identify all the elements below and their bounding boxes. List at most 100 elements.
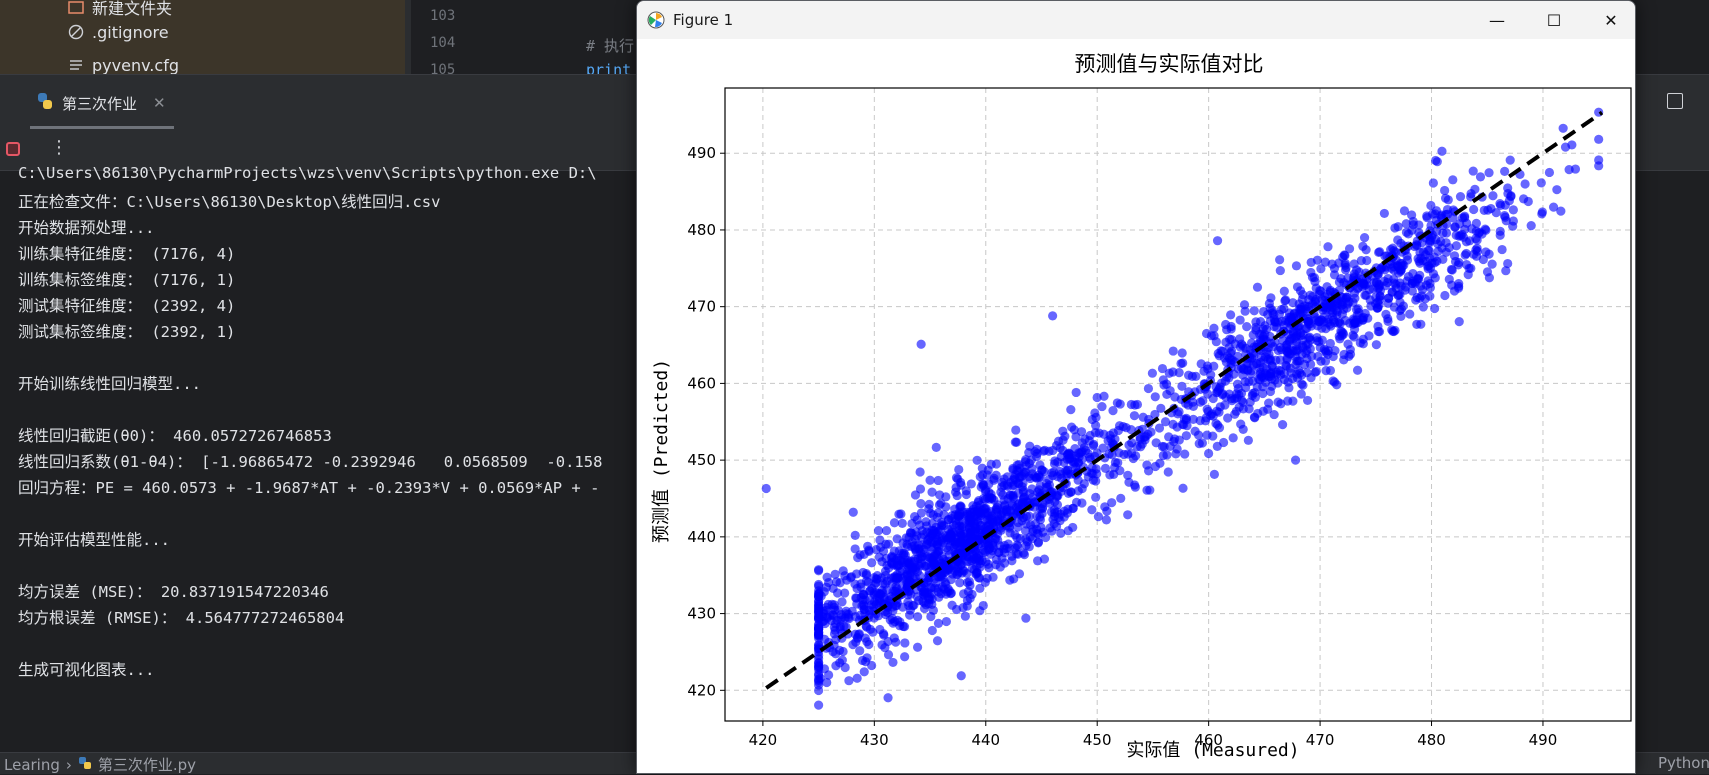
data-point bbox=[1359, 233, 1370, 243]
data-point bbox=[1298, 330, 1308, 340]
data-point bbox=[1437, 146, 1447, 156]
data-point bbox=[1258, 332, 1269, 342]
data-point bbox=[846, 572, 857, 582]
data-point bbox=[1228, 433, 1238, 443]
data-point bbox=[1155, 458, 1165, 468]
data-point bbox=[1239, 300, 1250, 310]
data-point bbox=[1035, 460, 1045, 470]
data-point bbox=[1011, 425, 1021, 435]
run-tab[interactable]: 第三次作业 ✕ bbox=[36, 92, 166, 114]
data-point bbox=[1114, 421, 1125, 431]
data-point bbox=[1426, 200, 1436, 211]
data-point bbox=[855, 550, 865, 560]
data-point bbox=[1238, 397, 1248, 407]
data-point bbox=[1188, 414, 1198, 424]
data-point bbox=[883, 693, 893, 703]
data-point bbox=[1548, 202, 1559, 212]
y-tick-label: 450 bbox=[687, 451, 716, 469]
restore-layout-icon[interactable] bbox=[1667, 93, 1683, 109]
data-point bbox=[838, 646, 848, 657]
data-point bbox=[1033, 556, 1043, 566]
data-point bbox=[848, 640, 858, 650]
data-point bbox=[1408, 268, 1418, 279]
data-point bbox=[926, 611, 936, 622]
data-point bbox=[951, 473, 962, 483]
data-point bbox=[1451, 241, 1461, 251]
data-point bbox=[848, 507, 858, 517]
console-line: 开始评估模型性能... bbox=[18, 531, 170, 549]
data-point bbox=[984, 494, 995, 504]
data-point bbox=[1202, 430, 1212, 440]
data-point bbox=[952, 490, 962, 501]
data-point bbox=[1407, 286, 1417, 296]
data-point bbox=[1071, 387, 1081, 398]
data-point bbox=[1396, 281, 1406, 291]
data-point bbox=[1556, 206, 1566, 216]
project-item-folder[interactable]: 新建文件夹 bbox=[68, 0, 172, 18]
data-point bbox=[1299, 301, 1310, 311]
breadcrumb-file[interactable]: 第三次作业.py bbox=[97, 756, 197, 774]
data-point bbox=[1275, 265, 1285, 276]
data-point bbox=[830, 619, 841, 629]
interpreter-indicator[interactable]: Python bbox=[1658, 754, 1709, 772]
data-point bbox=[1091, 420, 1101, 431]
data-point bbox=[956, 671, 966, 681]
data-point bbox=[1594, 134, 1604, 144]
data-point bbox=[854, 629, 864, 640]
grid-lines bbox=[725, 88, 1631, 721]
data-point bbox=[934, 500, 945, 510]
project-panel: 新建文件夹 .gitignore pyvenv.cfg bbox=[0, 0, 405, 76]
more-options-icon[interactable]: ⋮ bbox=[50, 137, 68, 158]
figure-titlebar[interactable]: Figure 1 — ☐ ✕ bbox=[637, 1, 1635, 39]
data-point bbox=[868, 627, 878, 637]
ignore-file-icon bbox=[68, 24, 84, 40]
data-point bbox=[1209, 323, 1219, 333]
data-point bbox=[982, 470, 992, 480]
data-point bbox=[925, 475, 935, 485]
x-tick-label: 480 bbox=[1417, 731, 1446, 749]
data-point bbox=[870, 579, 880, 590]
data-point bbox=[972, 567, 982, 577]
data-point bbox=[837, 655, 847, 665]
data-point bbox=[1261, 324, 1272, 334]
data-point bbox=[1214, 407, 1224, 417]
y-tick-label: 490 bbox=[687, 144, 716, 162]
stop-button[interactable] bbox=[6, 142, 20, 156]
minimize-button[interactable]: — bbox=[1489, 10, 1505, 30]
data-point bbox=[913, 612, 923, 622]
data-point bbox=[903, 590, 913, 600]
breadcrumb-project[interactable]: Learing bbox=[4, 755, 60, 774]
data-point bbox=[1206, 331, 1216, 341]
data-point bbox=[1092, 448, 1102, 458]
data-point bbox=[916, 508, 927, 518]
maximize-button[interactable]: ☐ bbox=[1546, 10, 1562, 30]
data-point bbox=[892, 534, 902, 544]
data-point bbox=[1107, 450, 1117, 460]
data-point bbox=[880, 571, 891, 581]
console-output[interactable]: C:\Users\86130\PycharmProjects\wzs\venv\… bbox=[0, 164, 640, 751]
data-point bbox=[902, 581, 913, 592]
data-point bbox=[1449, 251, 1460, 261]
data-point bbox=[1403, 229, 1413, 239]
project-item-gitignore[interactable]: .gitignore bbox=[68, 21, 169, 43]
data-point bbox=[1064, 448, 1074, 458]
close-button[interactable]: ✕ bbox=[1604, 10, 1618, 30]
data-point bbox=[1292, 356, 1302, 366]
data-point bbox=[931, 442, 941, 452]
data-point bbox=[1358, 241, 1368, 251]
data-point bbox=[932, 636, 943, 646]
close-icon[interactable]: ✕ bbox=[153, 94, 166, 112]
console-line: C:\Users\86130\PycharmProjects\wzs\venv\… bbox=[18, 164, 597, 182]
data-point bbox=[927, 544, 938, 555]
data-point bbox=[1114, 448, 1124, 458]
data-point bbox=[1181, 431, 1191, 441]
data-point bbox=[1280, 296, 1290, 306]
project-item-pyvenv[interactable]: pyvenv.cfg bbox=[68, 54, 179, 76]
data-point bbox=[1040, 445, 1050, 455]
console-line: 测试集特征维度： (2392, 4) bbox=[18, 297, 236, 315]
data-point bbox=[850, 612, 860, 622]
data-point bbox=[1396, 311, 1406, 321]
data-point bbox=[1079, 479, 1089, 489]
data-point bbox=[1500, 166, 1510, 177]
data-point bbox=[884, 539, 894, 549]
